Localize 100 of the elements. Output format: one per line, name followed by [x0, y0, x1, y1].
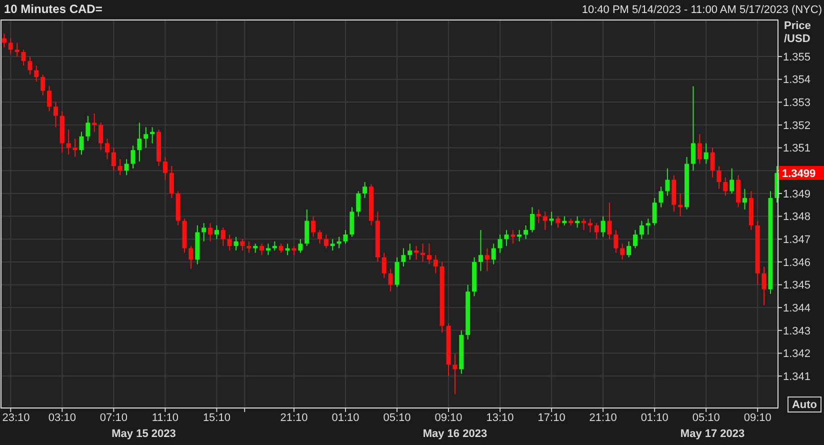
candlestick	[278, 243, 284, 254]
candlestick	[2, 33, 6, 48]
candlestick	[227, 234, 232, 252]
candlestick	[98, 122, 104, 151]
candlestick	[111, 147, 116, 172]
candlestick	[362, 182, 368, 199]
candlestick	[34, 65, 39, 82]
candlestick	[144, 126, 148, 148]
candlestick	[304, 208, 310, 246]
candlestick	[504, 229, 509, 246]
candlestick	[188, 245, 194, 270]
candlestick	[549, 211, 554, 226]
candlestick	[47, 86, 52, 112]
candlestick	[491, 243, 496, 265]
candlestick	[452, 352, 458, 395]
candlestick	[716, 166, 722, 190]
x-tick-label: 17:10	[538, 412, 566, 424]
chart-title: 10 Minutes CAD=	[4, 2, 102, 16]
candlestick	[330, 238, 335, 252]
candlestick	[292, 245, 296, 256]
candlestick	[28, 56, 32, 76]
candlestick	[202, 222, 206, 242]
candlestick	[86, 115, 90, 142]
y-tick-label: 1.345	[783, 280, 811, 292]
y-tick-label: 1.349	[783, 188, 811, 200]
y-tick-label: 1.343	[783, 325, 811, 338]
x-tick-label: 01:10	[640, 412, 668, 424]
candlestick	[356, 190, 361, 217]
x-tick-label: 11:10	[152, 412, 179, 424]
x-tick-label: 21:10	[589, 412, 617, 424]
candlestick	[736, 174, 741, 208]
y-tick-label: 1.341	[783, 370, 811, 383]
x2-tick-label: May 16 2023	[422, 428, 488, 440]
x2-tick-label: May 17 2023	[680, 428, 745, 440]
candlestick	[517, 229, 522, 242]
candlestick	[234, 236, 238, 252]
x-tick-label: 01:10	[332, 412, 360, 424]
candlestick	[317, 229, 322, 244]
x-tick-label: 21:10	[280, 412, 308, 424]
candlestick	[130, 145, 136, 169]
candlestick	[240, 238, 245, 252]
candlestick	[162, 156, 168, 180]
x-tick-label: 03:10	[48, 412, 76, 424]
candlestick	[524, 224, 528, 240]
candlestick	[542, 211, 548, 230]
candlestick	[53, 102, 58, 128]
chart-subtitle: 10:40 PM 5/14/2023 - 11:00 AM 5/17/2023 (NYC)	[582, 4, 822, 16]
candlestick	[79, 131, 84, 156]
candlestick	[510, 229, 516, 244]
candlestick	[408, 243, 412, 260]
candlestick	[600, 216, 606, 238]
candlestick	[658, 186, 664, 208]
candlestick	[14, 42, 20, 58]
x-tick-label: 23:10	[2, 412, 30, 424]
candlestick	[484, 248, 490, 272]
y-tick-label: 1.346	[783, 256, 811, 269]
x-tick-label: 05:10	[383, 412, 411, 424]
y-tick-label: 1.344	[783, 302, 811, 314]
text: Auto	[792, 399, 818, 411]
x-tick-label: 09:10	[434, 412, 462, 424]
candlestick	[762, 266, 766, 306]
text: 1.3499	[782, 168, 816, 180]
candlestick	[8, 38, 13, 55]
candlestick	[414, 245, 419, 260]
y-tick-label: 1.352	[783, 120, 811, 132]
candlestick	[208, 222, 213, 242]
candlestick	[607, 202, 612, 240]
candlestick	[266, 243, 270, 256]
candlestick	[697, 134, 702, 164]
candlestick	[260, 243, 264, 256]
x-tick-label: 09:10	[744, 412, 772, 424]
y-tick-label: 1.347	[783, 234, 811, 246]
candlestick	[401, 248, 406, 267]
y-tick-label: 1.348	[783, 211, 811, 224]
y-tick-label: 1.342	[783, 348, 811, 360]
candlestick	[652, 198, 657, 226]
candlestick	[311, 216, 316, 238]
candlestick	[704, 142, 708, 164]
candlestick	[710, 147, 715, 178]
candlestick	[104, 138, 110, 160]
candlestick	[137, 122, 142, 162]
candlestick	[556, 216, 560, 228]
y-tick-label: 1.353	[783, 97, 811, 110]
candlestick	[66, 129, 71, 156]
candlestick	[478, 229, 483, 272]
candlestick	[646, 218, 650, 236]
x-tick-label: 07:10	[100, 412, 128, 424]
candlestick	[665, 168, 670, 196]
x-tick-label: 05:10	[692, 412, 720, 424]
candlestick	[626, 240, 632, 258]
x-tick-label: 15:10	[202, 412, 230, 424]
candlestick	[620, 243, 625, 260]
candlestick	[588, 218, 592, 233]
candlestick	[633, 229, 638, 249]
candlestick	[40, 74, 46, 96]
candlestick	[169, 166, 174, 199]
candlestick	[498, 234, 502, 254]
candlestick	[394, 256, 400, 288]
candlestick	[382, 252, 386, 278]
candlestick	[594, 222, 599, 240]
